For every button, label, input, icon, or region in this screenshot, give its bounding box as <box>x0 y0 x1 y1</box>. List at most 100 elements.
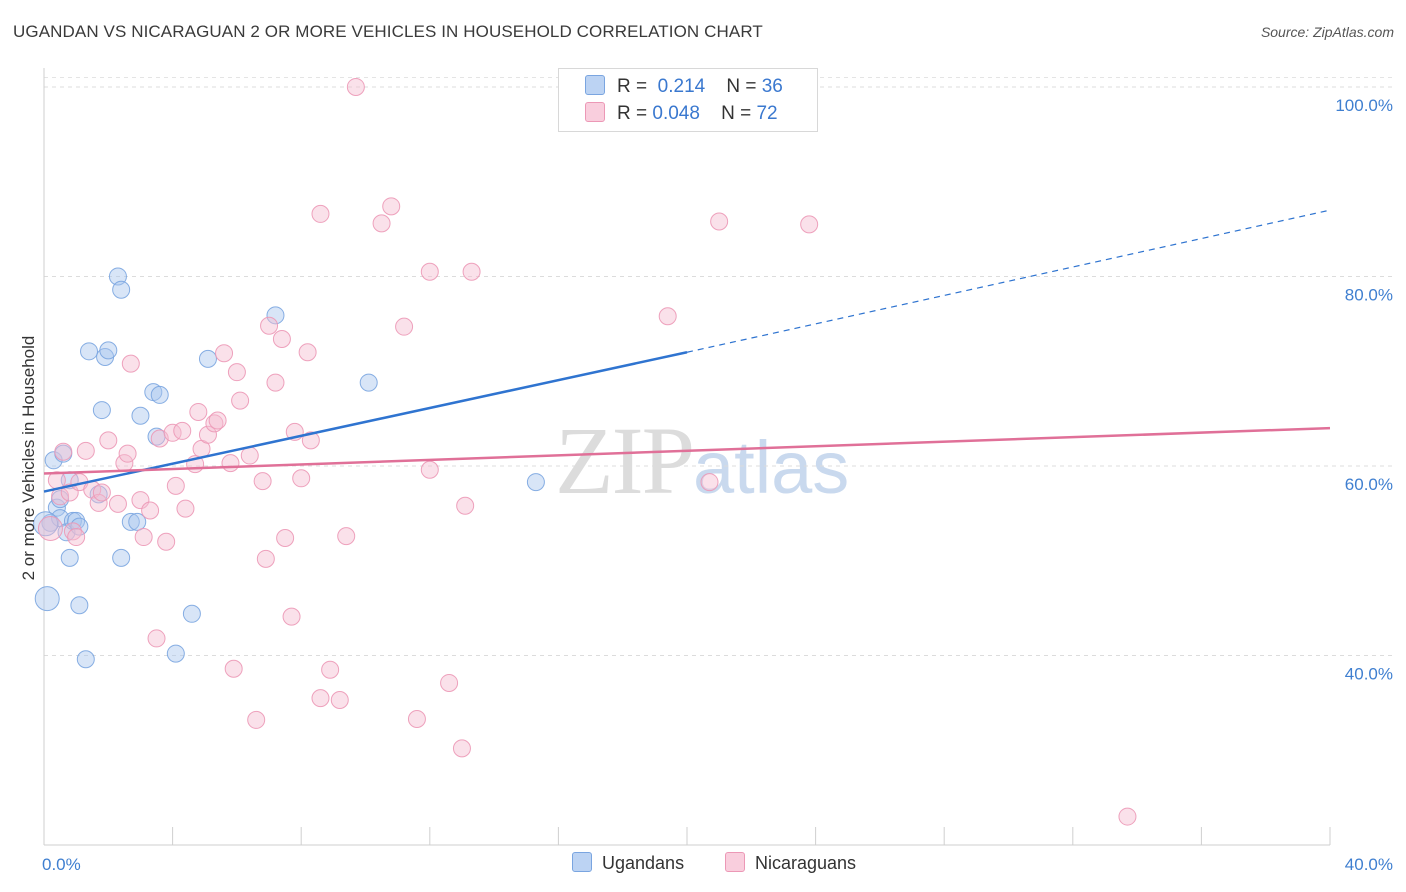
point-nicaraguans <box>189 402 208 421</box>
point-ugandans <box>128 512 147 531</box>
trend-line-ugandans <box>43 351 688 493</box>
point-ugandans <box>67 511 86 530</box>
legend-swatch-nicaraguans <box>585 102 605 122</box>
legend-row-nicaraguans: R = 0.048 N = 72 <box>585 102 778 126</box>
point-nicaraguans <box>256 549 275 568</box>
point-nicaraguans <box>240 446 259 465</box>
y-axis-label: 2 or more Vehicles in Household <box>19 336 38 581</box>
bottom-legend-swatch-ugandans <box>572 852 592 872</box>
point-nicaraguans <box>89 493 108 512</box>
point-nicaraguans <box>330 691 349 710</box>
point-nicaraguans <box>292 469 311 488</box>
point-nicaraguans <box>710 212 729 231</box>
point-nicaraguans <box>272 330 291 349</box>
y-tick-label: 100.0% <box>1335 96 1393 115</box>
point-nicaraguans <box>221 454 240 473</box>
point-nicaraguans <box>253 472 272 491</box>
point-ugandans <box>33 511 59 537</box>
point-ugandans <box>108 267 127 286</box>
point-nicaraguans <box>337 527 356 546</box>
point-nicaraguans <box>141 501 160 520</box>
point-nicaraguans <box>157 532 176 551</box>
point-nicaraguans <box>800 215 819 234</box>
legend-row-ugandans: R = 0.214 N = 36 <box>585 75 783 99</box>
point-ugandans <box>99 341 118 360</box>
point-ugandans <box>70 517 89 536</box>
source-credit: Source: ZipAtlas.com <box>1260 24 1394 40</box>
point-ugandans <box>76 650 95 669</box>
point-nicaraguans <box>205 414 224 433</box>
point-nicaraguans <box>67 528 86 547</box>
point-nicaraguans <box>382 197 401 216</box>
point-nicaraguans <box>311 689 330 708</box>
point-nicaraguans <box>166 476 185 495</box>
trend-line-extension-ugandans <box>686 209 1331 353</box>
point-nicaraguans <box>227 363 246 382</box>
point-nicaraguans <box>420 460 439 479</box>
watermark: ZIPatlas <box>555 405 849 516</box>
point-ugandans <box>92 401 111 420</box>
series-ugandans <box>33 267 545 669</box>
point-ugandans <box>166 644 185 663</box>
trend-lines <box>43 209 1331 493</box>
bottom-legend-label-ugandans: Ugandans <box>602 853 685 873</box>
point-nicaraguans <box>215 344 234 363</box>
point-ugandans <box>359 373 378 392</box>
point-ugandans <box>112 548 131 567</box>
point-nicaraguans <box>118 444 137 463</box>
point-nicaraguans <box>372 214 391 233</box>
point-ugandans <box>131 406 150 425</box>
point-nicaraguans <box>420 262 439 281</box>
bottom-legend-label-nicaraguans: Nicaraguans <box>755 853 857 873</box>
legend-r-value-nicaraguans: 0.048 <box>652 103 700 124</box>
y-tick-label: 40.0% <box>1345 664 1393 683</box>
point-ugandans <box>198 349 217 368</box>
legend-swatch-ugandans <box>585 75 605 95</box>
point-nicaraguans <box>224 659 243 678</box>
point-nicaraguans <box>266 373 285 392</box>
point-nicaraguans <box>37 516 63 542</box>
trend-line-nicaraguans <box>43 426 1331 475</box>
point-nicaraguans <box>63 522 82 541</box>
y-tick-label: 60.0% <box>1345 475 1393 494</box>
point-nicaraguans <box>395 317 414 336</box>
series-nicaraguans <box>37 77 1137 826</box>
point-ugandans <box>526 473 545 492</box>
x-tick-label: 40.0% <box>1345 855 1393 874</box>
point-ugandans <box>41 513 60 532</box>
bottom-legend: Ugandans Nicaraguans <box>0 852 1406 878</box>
point-nicaraguans <box>440 673 459 692</box>
point-nicaraguans <box>452 739 471 758</box>
point-ugandans <box>112 280 131 299</box>
point-ugandans <box>150 385 169 404</box>
point-nicaraguans <box>462 262 481 281</box>
gridlines <box>44 76 1395 656</box>
bottom-legend-ugandans: Ugandans <box>572 852 684 874</box>
legend-n-label: N = <box>721 103 752 124</box>
point-ugandans <box>121 512 140 531</box>
point-nicaraguans <box>54 442 73 461</box>
point-nicaraguans <box>176 499 195 518</box>
point-nicaraguans <box>99 431 118 450</box>
legend-r-label: R = <box>617 76 648 97</box>
point-nicaraguans <box>173 421 192 440</box>
legend-n-value-nicaraguans: 72 <box>756 103 778 124</box>
point-ugandans <box>60 548 79 567</box>
point-nicaraguans <box>321 660 340 679</box>
bottom-legend-nicaraguans: Nicaraguans <box>725 852 856 874</box>
point-ugandans <box>266 306 285 325</box>
point-nicaraguans <box>700 473 719 492</box>
point-nicaraguans <box>76 441 95 460</box>
legend-r-value-ugandans: 0.214 <box>657 76 706 97</box>
point-ugandans <box>70 596 89 615</box>
chart-title: UGANDAN VS NICARAGUAN 2 OR MORE VEHICLES… <box>13 22 763 41</box>
point-nicaraguans <box>1118 807 1137 826</box>
point-nicaraguans <box>134 528 153 547</box>
legend-r-label: R = <box>617 103 648 124</box>
x-tick-label: 0.0% <box>42 855 81 874</box>
point-nicaraguans <box>147 629 166 648</box>
point-nicaraguans <box>282 607 301 626</box>
legend-n-label: N = <box>726 76 757 97</box>
point-nicaraguans <box>198 425 217 444</box>
